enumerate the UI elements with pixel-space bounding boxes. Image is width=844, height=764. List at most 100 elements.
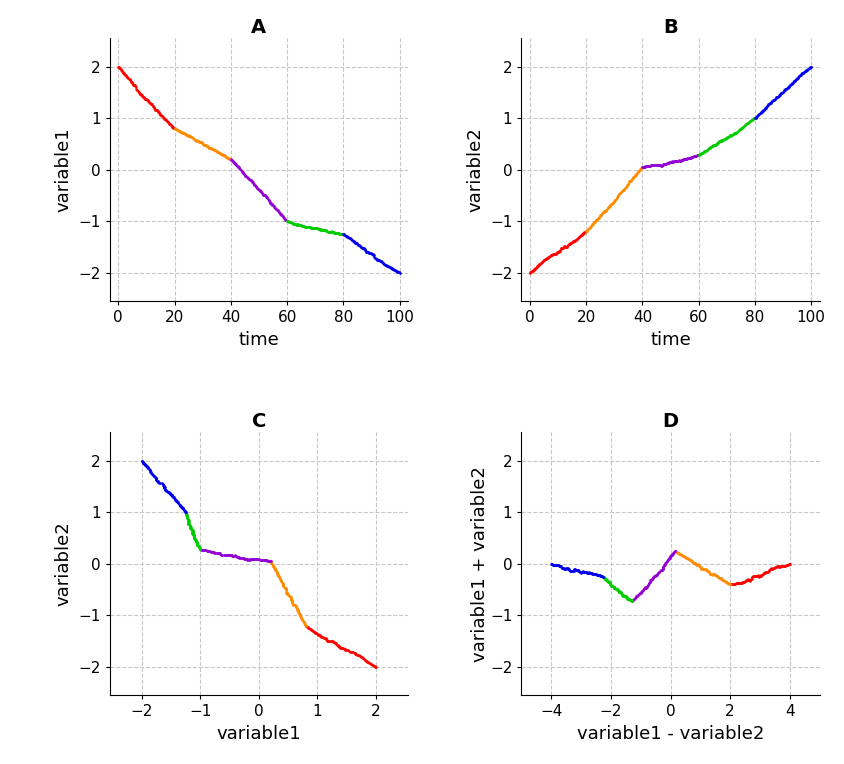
Point [704,568,717,581]
Point [158,112,171,125]
Point [338,228,351,241]
Point [291,219,305,231]
Point [711,571,725,584]
Point [163,487,176,499]
Point [611,189,625,202]
Point [701,566,715,578]
Point [551,559,565,571]
Point [303,221,316,233]
Point [614,587,627,599]
Point [703,141,717,153]
Point [680,152,694,164]
Point [619,180,633,192]
Point [588,568,602,581]
Point [268,564,282,576]
Point [619,179,633,191]
Point [318,225,332,237]
Point [768,561,782,573]
Point [143,466,157,478]
Point [690,558,703,571]
Point [390,265,403,277]
Point [714,573,728,585]
Point [197,139,211,151]
Point [686,151,700,163]
Point [190,538,203,550]
Point [287,599,300,611]
Point [143,465,156,478]
Point [628,591,641,604]
Point [761,98,775,110]
Point [624,594,637,606]
Point [786,76,799,88]
Point [260,555,273,567]
Point [227,550,241,562]
Point [366,659,380,672]
Point [276,211,289,223]
Point [375,256,388,268]
Point [381,261,395,273]
Point [551,559,565,571]
Point [631,165,645,177]
Point [284,591,297,603]
Point [525,265,538,277]
Point [724,578,738,591]
Point [306,222,320,235]
Point [153,478,166,490]
Point [706,139,720,151]
Point [755,105,768,118]
Point [726,128,739,140]
Point [636,160,649,173]
Point [140,461,154,473]
Point [658,557,672,569]
Point [268,202,281,214]
Point [721,578,734,590]
Point [794,67,808,79]
Point [181,515,195,527]
Point [640,160,653,172]
Point [178,506,192,518]
Point [354,241,367,253]
Point [647,570,661,582]
Point [143,96,156,108]
Point [203,142,217,154]
Point [771,560,784,572]
Point [279,584,292,597]
Point [180,510,193,522]
Point [329,638,343,650]
Point [299,221,312,233]
Point [187,533,201,545]
Point [186,524,199,536]
Point [640,580,653,592]
Point [252,183,266,196]
Point [715,574,728,586]
Point [147,101,160,113]
Point [632,164,646,176]
Point [276,578,289,590]
Point [262,195,275,207]
Point [207,143,220,155]
Point [719,131,733,144]
Point [614,186,627,198]
Point [246,177,260,189]
Point [370,254,383,266]
Point [622,593,636,605]
Point [572,566,586,578]
Point [727,127,740,139]
Point [643,574,657,586]
Point [322,225,335,238]
Point [285,217,299,229]
Point [744,573,757,585]
Point [243,553,257,565]
Point [183,130,197,142]
Point [271,569,284,581]
Point [221,549,235,562]
Point [183,522,197,534]
Point [349,237,362,249]
Point [257,189,270,201]
Point [767,92,781,105]
Point [366,248,380,261]
Point [361,656,375,668]
Point [692,148,706,160]
Point [768,92,782,104]
Point [740,574,754,586]
